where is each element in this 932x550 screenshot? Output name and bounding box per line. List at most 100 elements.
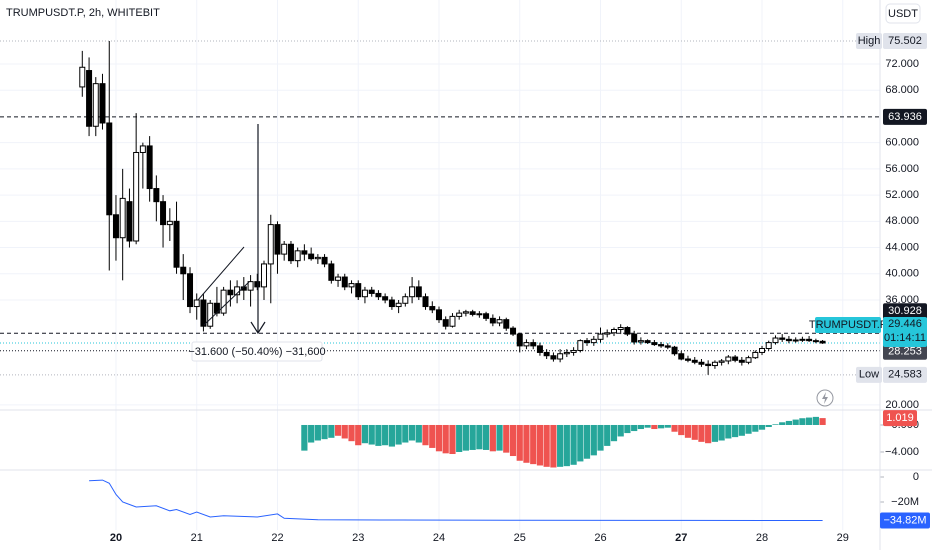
- symbol-label: TRUMPUSDT.P: [809, 319, 887, 331]
- currency-box[interactable]: [885, 3, 921, 24]
- histogram-bar: [361, 424, 369, 444]
- histogram-bar: [597, 424, 604, 451]
- x-tick-label: 28: [756, 532, 768, 544]
- candle-body: [792, 339, 799, 342]
- histogram-bar: [402, 424, 409, 443]
- candle-body: [368, 289, 375, 294]
- histogram-bar: [583, 424, 591, 459]
- histogram-bar: [334, 424, 342, 436]
- histogram-bar: [388, 424, 396, 447]
- candle-body: [260, 263, 267, 288]
- histogram-bar: [570, 424, 577, 465]
- candle-body: [738, 359, 745, 363]
- candle-body: [718, 360, 725, 363]
- measure-box: [191, 341, 323, 362]
- candle-body: [644, 340, 651, 344]
- candle-body: [752, 351, 759, 359]
- candle-body: [536, 345, 543, 353]
- histogram-bar: [375, 424, 382, 446]
- candle-body: [180, 266, 187, 275]
- extreme-label: High: [858, 35, 881, 47]
- candle-body: [476, 313, 483, 316]
- candle-body: [429, 306, 436, 311]
- candle-body: [705, 363, 712, 367]
- histogram-bar: [382, 424, 389, 446]
- histogram-bar: [563, 424, 570, 467]
- candle-body: [785, 338, 792, 342]
- candle-body: [126, 201, 133, 242]
- histogram-bar: [691, 424, 698, 440]
- countdown: 01:14:11: [884, 332, 926, 344]
- candle-body: [584, 340, 591, 344]
- y-tick-label: 48.000: [885, 215, 919, 227]
- histogram-bar: [805, 417, 813, 425]
- x-tick-label: 24: [433, 532, 445, 544]
- grid: [0, 0, 884, 530]
- x-tick-label: 22: [271, 532, 283, 544]
- candle-body: [442, 319, 449, 327]
- histogram-bar: [348, 424, 355, 442]
- histogram-bar: [509, 424, 517, 457]
- candle-body: [328, 263, 335, 281]
- histogram-bar: [604, 424, 611, 446]
- candle-body: [294, 250, 301, 262]
- histogram-bar: [314, 424, 321, 441]
- histogram-bar: [341, 424, 348, 439]
- y-tick-label: −4.000: [885, 446, 919, 458]
- candle-body: [274, 224, 281, 255]
- candle-body: [496, 319, 503, 324]
- candle-body: [106, 122, 113, 216]
- histogram-bar: [651, 424, 658, 430]
- extreme-label: Low: [859, 369, 879, 381]
- histogram-bar: [684, 424, 692, 438]
- candle-body: [355, 283, 362, 298]
- candle-body: [624, 327, 631, 335]
- candle-body: [577, 340, 584, 351]
- y-tick-label: 52.000: [885, 189, 919, 201]
- candle-body: [308, 253, 315, 260]
- candle-body: [543, 351, 550, 357]
- histogram-bar: [732, 424, 739, 438]
- histogram-bar: [328, 424, 335, 438]
- candle-body: [597, 333, 604, 340]
- candle-body: [772, 337, 779, 344]
- histogram-bar: [819, 418, 826, 425]
- histogram-bar: [718, 424, 725, 441]
- histogram-bar: [442, 424, 449, 454]
- histogram-bar: [557, 424, 564, 467]
- histogram-bar: [812, 416, 819, 425]
- candle-body: [658, 344, 665, 347]
- candle-body: [321, 256, 328, 265]
- candle-body: [146, 145, 153, 190]
- candle-body: [112, 214, 119, 239]
- histogram-bar: [503, 424, 510, 453]
- histogram-bar: [590, 424, 597, 456]
- histogram-bar: [752, 424, 759, 432]
- y-tick-label: 40.000: [885, 268, 919, 280]
- candle-body: [550, 355, 557, 360]
- candle-body: [207, 302, 214, 327]
- histogram-bar: [550, 424, 557, 468]
- candle-body: [449, 315, 456, 327]
- candle-body: [281, 243, 288, 255]
- candle-body: [166, 220, 173, 226]
- histogram-bar: [671, 424, 678, 432]
- y-tick-label: 44.000: [885, 241, 919, 253]
- candle-body: [462, 311, 469, 314]
- histogram-bar: [482, 424, 490, 450]
- candle-body: [691, 359, 698, 363]
- histogram-bar: [644, 424, 651, 428]
- candle-body: [732, 356, 739, 361]
- level-label: 28.253: [888, 346, 922, 358]
- candle-body: [287, 243, 294, 262]
- level-label-box: [883, 343, 927, 360]
- candle-body: [503, 319, 510, 329]
- candle-body: [617, 327, 624, 330]
- histogram-bar: [435, 424, 443, 452]
- histogram-bar: [476, 424, 483, 450]
- candle-body: [435, 309, 442, 321]
- histogram-bar: [462, 424, 469, 451]
- candle-body: [254, 281, 261, 288]
- chart-title: TRUMPUSDT.P, 2h, WHITEBIT: [6, 7, 160, 19]
- histogram-last-box: [883, 410, 917, 427]
